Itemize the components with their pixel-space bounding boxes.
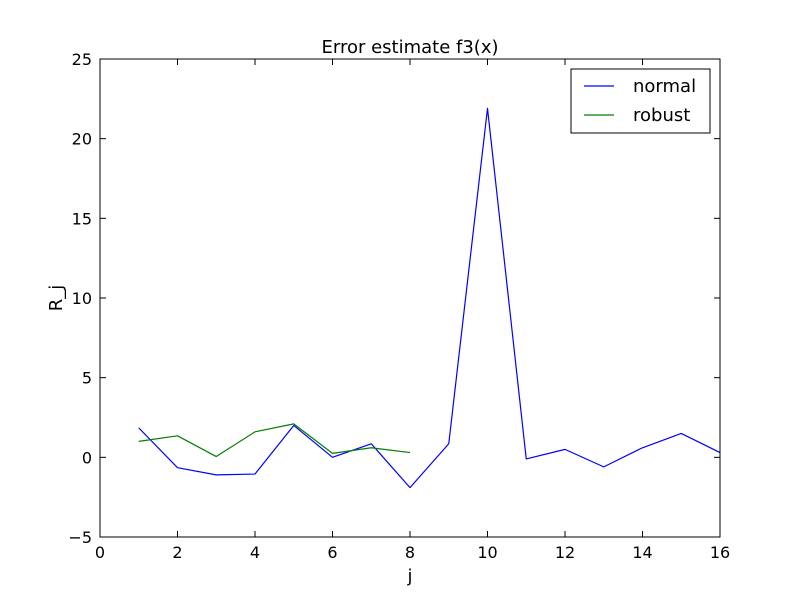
series-line-normal [138, 107, 721, 489]
y-tick-label: 0 [82, 448, 92, 467]
y-tick-label: 20 [72, 130, 92, 149]
y-tick-label: 10 [72, 289, 92, 308]
legend-label-normal: normal [633, 76, 696, 97]
chart-title: Error estimate f3(x) [321, 37, 498, 58]
y-axis-label: R_j [46, 285, 67, 312]
x-tick-label: 16 [710, 543, 730, 562]
legend-box [570, 68, 711, 134]
x-tick-label: 0 [95, 543, 105, 562]
legend-label-robust: robust [633, 105, 690, 126]
y-tick-label: 25 [72, 50, 92, 69]
x-tick-label: 14 [632, 543, 652, 562]
x-tick-label: 8 [405, 543, 415, 562]
x-tick-label: 10 [477, 543, 497, 562]
y-tick-label: 5 [82, 369, 92, 388]
x-tick-label: 6 [327, 543, 337, 562]
x-tick-label: 4 [250, 543, 260, 562]
x-tick-label: 12 [555, 543, 575, 562]
legend: normal robust [570, 68, 711, 134]
series-line-robust [138, 423, 411, 458]
x-tick-label: 2 [172, 543, 182, 562]
y-tick-label: −5 [68, 528, 92, 547]
y-tick-label: 15 [72, 209, 92, 228]
x-axis-label: j [406, 566, 412, 587]
